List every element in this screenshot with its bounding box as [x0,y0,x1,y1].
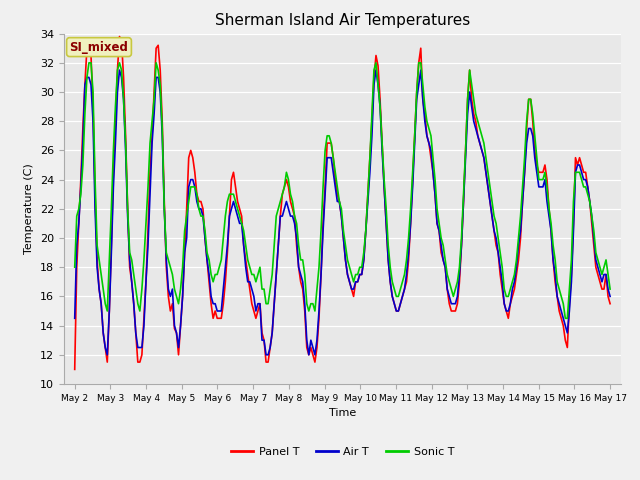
Text: SI_mixed: SI_mixed [70,41,129,54]
Y-axis label: Temperature (C): Temperature (C) [24,163,35,254]
X-axis label: Time: Time [329,408,356,418]
Title: Sherman Island Air Temperatures: Sherman Island Air Temperatures [215,13,470,28]
Legend: Panel T, Air T, Sonic T: Panel T, Air T, Sonic T [227,442,458,461]
